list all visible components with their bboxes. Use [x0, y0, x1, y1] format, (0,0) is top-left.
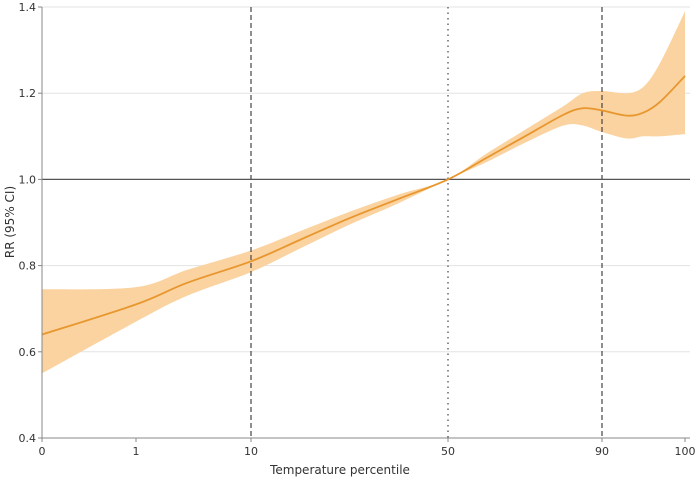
x-tick-label: 1 — [133, 445, 140, 458]
y-tick-label: 0.6 — [19, 346, 37, 359]
x-tick-label: 10 — [244, 445, 258, 458]
y-tick-label: 0.8 — [19, 260, 37, 273]
y-tick-label: 1.4 — [19, 1, 37, 14]
x-axis-ticks: 0 1 10 50 90 100 — [39, 438, 696, 458]
axes — [41, 7, 690, 439]
y-axis-label: RR (95% CI) — [3, 186, 17, 258]
x-axis-label: Temperature percentile — [269, 463, 410, 477]
y-tick-label: 0.4 — [19, 432, 37, 445]
x-tick-label: 0 — [39, 445, 46, 458]
x-tick-label: 100 — [675, 445, 696, 458]
y-axis-ticks: 0.4 0.6 0.8 1.0 1.2 1.4 — [19, 1, 42, 445]
x-tick-label: 90 — [595, 445, 609, 458]
reference-percentile-lines — [250, 7, 603, 438]
x-tick-label: 50 — [441, 445, 455, 458]
ci-band — [42, 11, 685, 374]
y-tick-label: 1.0 — [19, 173, 37, 186]
horizontal-gridlines — [42, 6, 690, 353]
rr-line — [41, 75, 686, 336]
rr-curve — [41, 75, 686, 336]
confidence-band — [42, 11, 685, 374]
y-tick-label: 1.2 — [19, 87, 37, 100]
